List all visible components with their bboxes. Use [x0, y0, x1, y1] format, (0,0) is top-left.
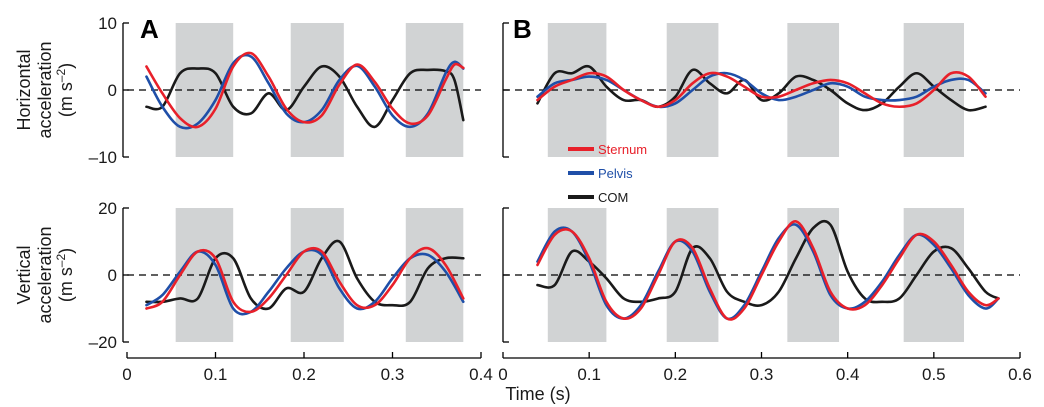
legend-label-sternum: Sternum	[598, 142, 647, 157]
series-line-b-horizontal-pelvis	[536, 71, 987, 109]
y-tick-label-a-horizontal-0: –10	[89, 148, 117, 167]
row-title-horizontal-unit-open: (m s	[56, 82, 76, 117]
legend-label-pelvis: Pelvis	[598, 166, 633, 181]
x-tick-label-a-vertical-0: 0	[122, 365, 131, 384]
legend: Sternum Pelvis COM	[568, 142, 647, 205]
row-title-vertical-unit: (m s–2)	[54, 248, 76, 302]
x-tick-label-a-vertical-3: 0.3	[381, 365, 405, 384]
series-line-a-horizontal-sternum	[145, 51, 465, 129]
series-line-b-vertical-sternum	[536, 220, 1000, 321]
series-line-b-vertical-com	[536, 219, 1000, 307]
row-title-vertical-line2: acceleration	[35, 226, 55, 323]
row-title-vertical-unit-open: (m s	[56, 267, 76, 302]
x-tick-label-a-vertical-2: 0.2	[292, 365, 316, 384]
x-tick-label-b-vertical-2: 0.2	[664, 365, 688, 384]
row-title-vertical-unit-close: )	[56, 248, 76, 254]
x-tick-label-b-vertical-5: 0.5	[922, 365, 946, 384]
row-title-horizontal-unit-close: )	[56, 63, 76, 69]
chart-a-vertical: –20 0 20 0 0.1 0.2 0.3 0.4	[89, 199, 493, 384]
panels-layer: –10 0 10 –20 0 20 0 0.1 0.2 0.3 0.4 0 0.1 0.2 0.3 0.4 0.…	[89, 14, 1032, 384]
chart-b-vertical: 0 0.1 0.2 0.3 0.4 0.5 0.6	[498, 207, 1032, 384]
row-title-horizontal-unit: (m s–2)	[54, 63, 76, 117]
y-tick-label-a-horizontal-2: 10	[98, 14, 117, 33]
x-tick-label-b-vertical-4: 0.4	[836, 365, 860, 384]
row-title-vertical: Vertical acceleration (m s–2)	[14, 226, 76, 323]
x-tick-label-b-vertical-1: 0.1	[577, 365, 601, 384]
x-axis-title: Time (s)	[505, 384, 570, 404]
legend-label-com: COM	[598, 190, 628, 205]
panel-letter-b: B	[513, 14, 532, 44]
y-tick-label-a-vertical-2: 20	[98, 199, 117, 218]
series-line-b-vertical-pelvis	[536, 223, 1000, 321]
row-title-vertical-unit-sup: –2	[54, 254, 68, 268]
series-line-b-horizontal-com	[536, 64, 987, 112]
x-tick-label-a-vertical-4: 0.4	[469, 365, 493, 384]
row-title-horizontal-unit-sup: –2	[54, 69, 68, 83]
row-title-horizontal-line1: Horizontal	[14, 49, 34, 130]
series-line-a-vertical-sternum	[145, 246, 465, 314]
panel-letter-a: A	[140, 14, 159, 44]
row-title-horizontal-line2: acceleration	[35, 41, 55, 138]
x-tick-label-b-vertical-0: 0	[498, 365, 507, 384]
y-tick-label-a-vertical-1: 0	[108, 266, 117, 285]
x-tick-label-a-vertical-1: 0.1	[204, 365, 228, 384]
x-tick-label-b-vertical-6: 0.6	[1008, 365, 1032, 384]
row-title-vertical-line1: Vertical	[14, 245, 34, 304]
y-tick-label-a-horizontal-1: 0	[108, 81, 117, 100]
y-tick-label-a-vertical-0: –20	[89, 333, 117, 352]
series-line-a-vertical-com	[145, 239, 465, 311]
row-title-horizontal: Horizontal acceleration (m s–2)	[14, 41, 76, 138]
series-line-a-horizontal-com	[145, 64, 465, 129]
x-tick-label-b-vertical-3: 0.3	[750, 365, 774, 384]
series-line-b-horizontal-sternum	[536, 70, 987, 109]
chart-a-horizontal: –10 0 10	[89, 14, 481, 167]
chart-b-horizontal	[502, 22, 1020, 158]
